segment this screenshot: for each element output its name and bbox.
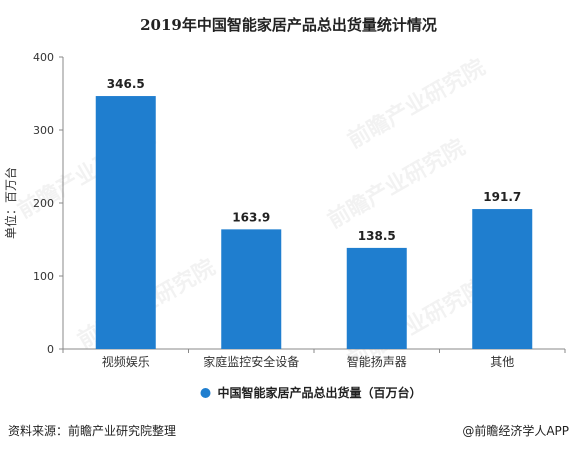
- legend-layer: 中国智能家居产品总出货量（百万台）: [200, 385, 422, 400]
- watermark-text: 前瞻产业研究院: [323, 134, 469, 234]
- x-tick-label: 视频娱乐: [102, 354, 150, 369]
- bar: [221, 229, 282, 349]
- bars-layer: [95, 96, 533, 350]
- data-label: 163.9: [232, 210, 270, 224]
- x-tick-label: 其他: [490, 355, 514, 369]
- data-label: 346.5: [107, 77, 145, 91]
- bar: [346, 247, 407, 349]
- chart-title: 2019年中国智能家居产品总出货量统计情况: [140, 16, 437, 34]
- y-axis-title: 单位：百万台: [3, 167, 18, 239]
- data-label: 191.7: [483, 190, 521, 204]
- brand-credit: @前瞻经济学人APP: [462, 424, 569, 438]
- source-note: 资料来源：前瞻产业研究院整理: [8, 424, 177, 438]
- y-tick-label: 200: [33, 197, 54, 210]
- x-tick-label: 家庭监控安全设备: [203, 354, 299, 369]
- watermark-text: 前瞻产业研究院: [343, 54, 489, 154]
- bar: [472, 209, 533, 349]
- data-label: 138.5: [358, 229, 396, 243]
- labels-layer: 346.5 163.9 138.5 191.7: [107, 77, 521, 243]
- y-tick-label: 100: [33, 270, 54, 283]
- legend-label: 中国智能家居产品总出货量（百万台）: [218, 385, 422, 400]
- x-tick-label: 智能扬声器: [347, 354, 407, 369]
- y-tick-label: 300: [33, 124, 54, 137]
- y-tick-label: 0: [47, 343, 54, 356]
- bar: [95, 96, 156, 350]
- footer: 资料来源：前瞻产业研究院整理 @前瞻经济学人APP: [0, 418, 577, 442]
- y-tick-label: 400: [33, 51, 54, 64]
- legend-marker: [200, 388, 211, 398]
